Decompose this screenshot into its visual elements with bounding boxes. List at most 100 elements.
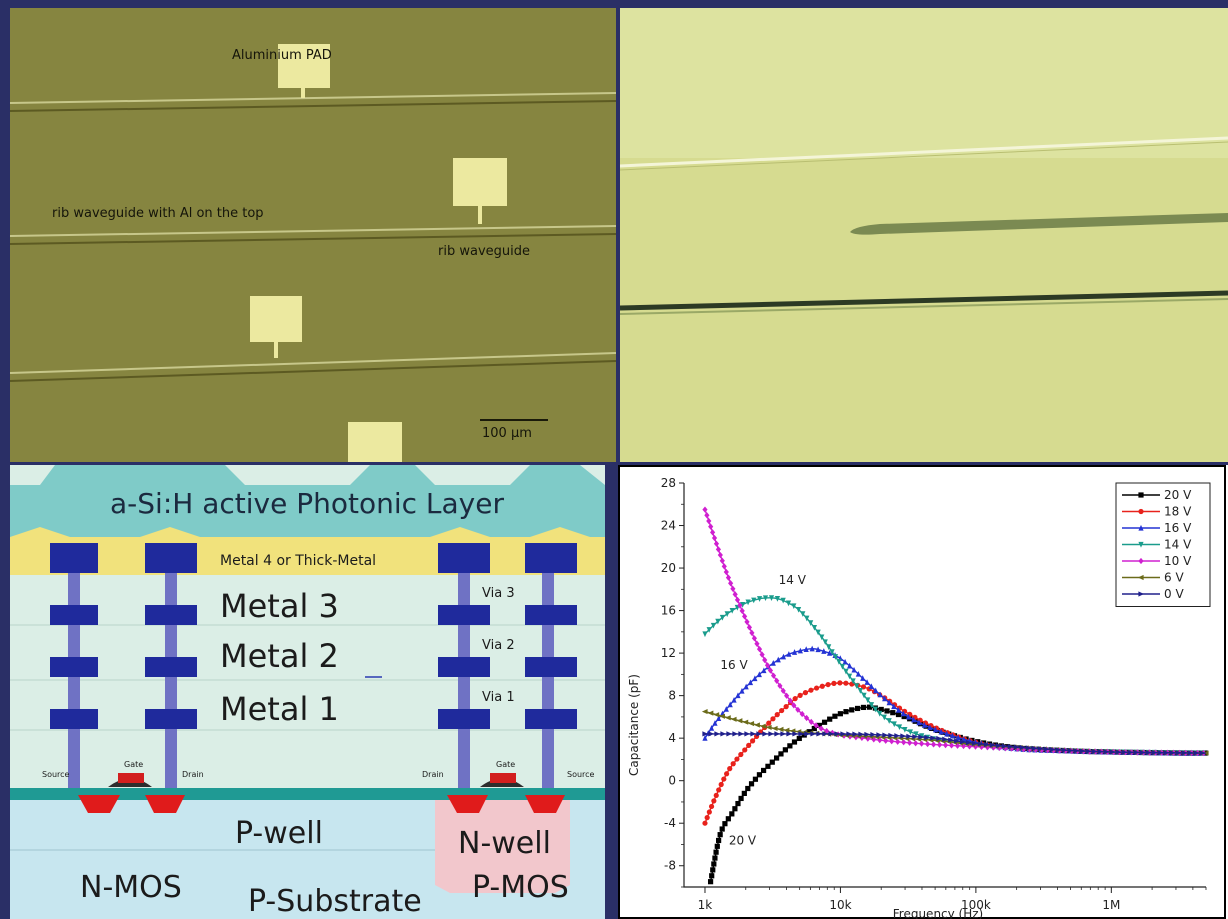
data-point (795, 606, 802, 613)
photonic-layer (10, 465, 605, 547)
data-point (913, 740, 919, 747)
data-point (779, 707, 785, 714)
data-point (1175, 750, 1182, 756)
data-point (774, 731, 781, 737)
p-well-label: P-well (235, 816, 323, 851)
data-point (826, 649, 833, 656)
data-point (873, 687, 879, 694)
data-point (854, 705, 861, 712)
data-point (831, 680, 837, 686)
data-point (907, 729, 913, 736)
data-point (877, 710, 883, 717)
data-point (850, 678, 856, 685)
data-point (955, 734, 961, 741)
data-point (895, 707, 902, 713)
data-point (932, 726, 939, 733)
n-well-region (435, 800, 570, 893)
data-point (948, 742, 955, 749)
data-point (771, 725, 778, 732)
data-point (1138, 492, 1144, 498)
data-point (706, 809, 712, 815)
data-point (798, 731, 805, 737)
data-point (821, 648, 827, 654)
data-point (791, 649, 798, 655)
data-point (860, 704, 867, 711)
data-point (1151, 750, 1158, 756)
legend-label: 6 V (1164, 571, 1184, 585)
data-point (748, 781, 755, 787)
curve-annotation: 16 V (720, 658, 748, 672)
data-point (746, 742, 752, 749)
data-point (927, 724, 933, 731)
data-point (930, 735, 936, 741)
data-point (726, 731, 733, 737)
data-point (744, 731, 751, 737)
data-point (702, 820, 708, 826)
data-point (704, 815, 710, 821)
data-point (718, 781, 724, 788)
data-point (770, 660, 776, 666)
data-point (1091, 748, 1098, 755)
data-point (1181, 750, 1188, 756)
data-point (834, 731, 841, 737)
data-point (783, 704, 789, 710)
data-point (944, 730, 950, 737)
data-point (813, 685, 820, 691)
data-point (1127, 749, 1134, 755)
data-point (809, 645, 815, 652)
data-point (822, 731, 829, 737)
data-point (896, 724, 903, 731)
data-point (891, 703, 897, 710)
data-point (738, 795, 744, 802)
data-point (971, 740, 978, 746)
data-point (1085, 748, 1092, 754)
data-point (751, 597, 757, 604)
metal2-label: Metal 2 (220, 637, 339, 675)
data-point (1103, 749, 1110, 755)
data-point (719, 826, 725, 832)
data-point (748, 720, 755, 727)
data-point (787, 743, 793, 749)
data-point (719, 614, 726, 621)
data-point (837, 680, 843, 686)
data-point (742, 747, 748, 753)
data-point (924, 734, 930, 741)
data-point (1199, 750, 1206, 756)
via3-label: Via 3 (482, 586, 515, 601)
data-point (710, 622, 717, 629)
data-point (816, 722, 823, 729)
data-point (716, 787, 722, 793)
data-point (847, 662, 853, 669)
data-point (870, 732, 877, 738)
data-point (819, 634, 825, 641)
data-point (765, 724, 772, 731)
source-right-label: Source (567, 770, 595, 779)
data-point (787, 697, 793, 704)
data-point (762, 595, 769, 602)
data-point (1055, 747, 1062, 753)
legend-label: 18 V (1164, 505, 1192, 519)
data-point (732, 731, 739, 737)
data-point (900, 710, 906, 717)
n-mos-label: N-MOS (80, 870, 182, 905)
data-point (1031, 745, 1038, 751)
data-point (813, 722, 819, 729)
data-point (780, 653, 787, 660)
nmos-drain-diffusion (145, 795, 185, 813)
data-point (713, 540, 720, 547)
cross-section-diagram: a-Si:H active Photonic Layer Metal 4 or … (10, 465, 605, 919)
data-point (777, 682, 783, 689)
via-stack (165, 565, 177, 797)
micrograph-waveguides-panel: Aluminium PAD rib waveguide with Al on t… (10, 8, 616, 462)
x-axis-label: Frequency (Hz) (893, 907, 984, 919)
data-point (761, 667, 767, 674)
data-point (780, 597, 786, 604)
data-point (729, 811, 735, 817)
data-point (826, 644, 832, 650)
data-point (1138, 541, 1144, 548)
data-point (843, 680, 849, 686)
data-point (725, 816, 731, 822)
data-point (1007, 743, 1014, 750)
data-point (810, 731, 817, 737)
data-point (715, 618, 721, 625)
